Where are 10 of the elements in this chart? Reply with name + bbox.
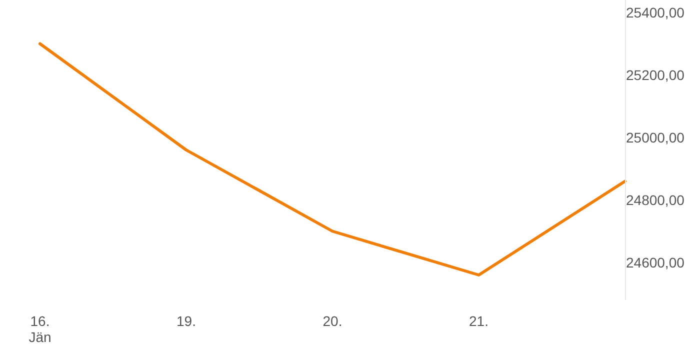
x-tick-label: 19. [176,313,196,329]
y-tick-label: 25400,00 [626,4,685,20]
y-tick-label: 25000,00 [626,129,685,146]
y-tick-label: 24600,00 [626,254,685,270]
x-tick-label: 20. [322,313,342,329]
line-series [38,42,626,276]
y-tick-label: 24800,00 [626,192,685,208]
y-tick-label: 25200,00 [626,66,685,83]
x-tick-label: 16. Jän [28,313,52,346]
x-tick-label: 21. [469,313,488,329]
